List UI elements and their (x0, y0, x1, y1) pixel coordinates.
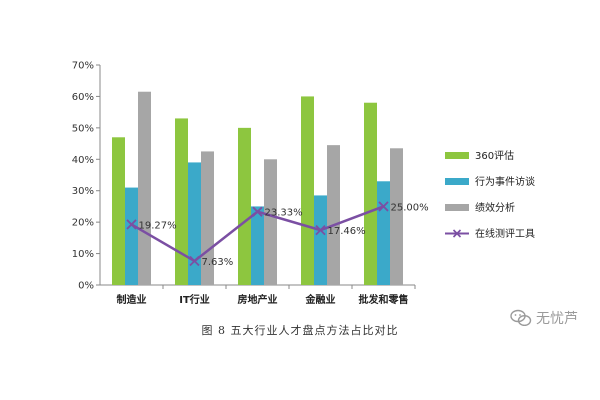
legend-swatch (445, 204, 469, 211)
x-category-label: 制造业 (117, 293, 147, 306)
data-label: 17.46% (328, 226, 366, 237)
figure-caption: 图 8 五大行业人才盘点方法占比对比 (201, 324, 399, 337)
bar (188, 162, 201, 285)
watermark: 无忧芦 (510, 308, 578, 328)
bar (201, 151, 214, 285)
bar (377, 181, 390, 285)
legend-marker (452, 229, 462, 238)
line-point-marker (378, 201, 389, 212)
line-point-marker (315, 224, 326, 236)
x-category-label: IT行业 (179, 293, 210, 306)
bar (327, 145, 340, 285)
line-point-marker (252, 206, 263, 217)
y-tick-label: 30% (72, 186, 94, 197)
legend-label: 行为事件访谈 (475, 175, 535, 188)
data-label: 7.63% (202, 257, 234, 268)
bar (364, 102, 377, 285)
legend-label: 在线测评工具 (475, 227, 535, 240)
y-tick-label: 40% (72, 155, 94, 166)
bar (112, 137, 125, 285)
bar (125, 187, 138, 285)
bar (175, 118, 188, 285)
bar (238, 127, 251, 285)
x-category-label: 房地产业 (238, 293, 278, 306)
y-tick-label: 10% (72, 249, 94, 260)
bar (251, 206, 264, 285)
legend-swatch (445, 152, 469, 159)
bar (301, 96, 314, 285)
data-label: 25.00% (391, 202, 429, 213)
data-label: 19.27% (139, 220, 177, 231)
line-series: 19.27% 7.63% 23.33% 17.46% 25.00% (126, 201, 429, 268)
wechat-icon (510, 309, 532, 327)
bar (138, 91, 151, 285)
x-category-label: 金融业 (305, 293, 336, 306)
x-category-label: 批发和零售 (359, 293, 409, 306)
y-tick-label: 50% (72, 123, 94, 134)
bars (112, 91, 403, 285)
y-tick-label: 20% (72, 218, 94, 229)
bar (264, 159, 277, 285)
y-tick-label: 70% (72, 61, 94, 72)
y-tick-label: 60% (72, 92, 94, 103)
line-point-marker (126, 219, 137, 230)
watermark-text: 无忧芦 (536, 311, 578, 327)
data-label: 23.33% (265, 208, 303, 219)
y-tick-label: 0% (78, 281, 94, 292)
axes: 0% 10% 20% 30% 40% 50% 60% 70% 制造业 IT行业 房地产业 金融业 批发和… (72, 61, 416, 306)
bar (314, 195, 327, 285)
legend-label: 360评估 (475, 149, 514, 162)
legend-swatch (445, 178, 469, 185)
legend-label: 绩效分析 (475, 201, 515, 214)
bar (390, 148, 403, 285)
line-point-marker (189, 255, 200, 267)
